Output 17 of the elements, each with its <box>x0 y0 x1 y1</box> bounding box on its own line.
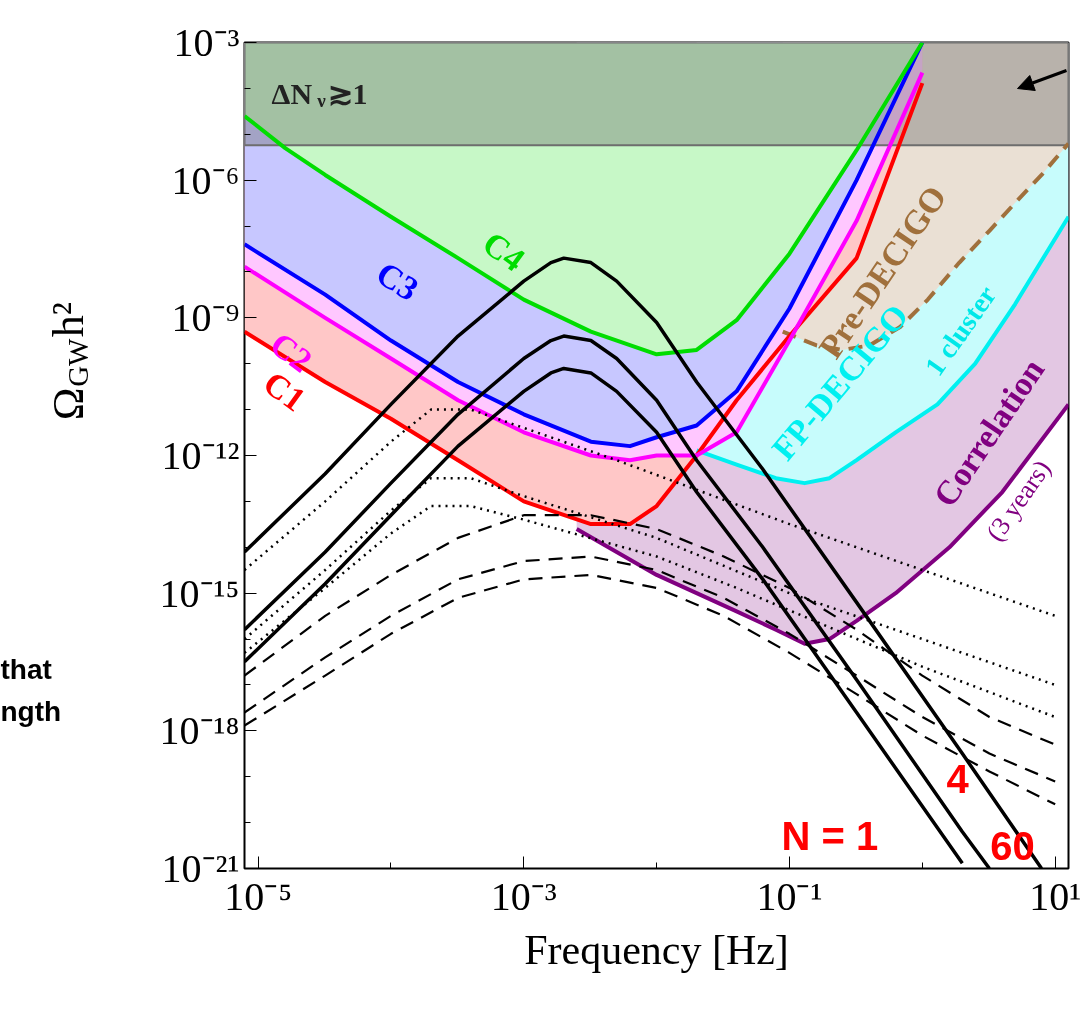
text: ngth <box>0 695 62 727</box>
text: that <box>0 653 52 685</box>
y-tick-label: 10⁻¹⁵ <box>159 570 240 616</box>
annotation: 4 <box>946 756 970 801</box>
x-tick-label: 10¹ <box>1029 873 1082 919</box>
x-axis-title: Frequency [Hz] <box>524 926 789 973</box>
y-tick-label: 10⁻¹⁸ <box>159 708 240 754</box>
text: C3 <box>370 254 426 308</box>
x-tick-label: 10⁻³ <box>490 873 557 919</box>
x-tick-label: 10⁻¹ <box>756 873 823 919</box>
y-tick-label: 10⁻⁶ <box>171 157 240 203</box>
y-axis-title: ΩGWh² <box>44 301 95 421</box>
y-tick-label: 10⁻¹² <box>161 433 240 478</box>
text: C4 <box>476 224 532 279</box>
y-tick-label: 10⁻⁹ <box>171 295 240 341</box>
y-tick-label: 10⁻³ <box>173 20 240 65</box>
annotation: N = 1 <box>781 813 879 858</box>
